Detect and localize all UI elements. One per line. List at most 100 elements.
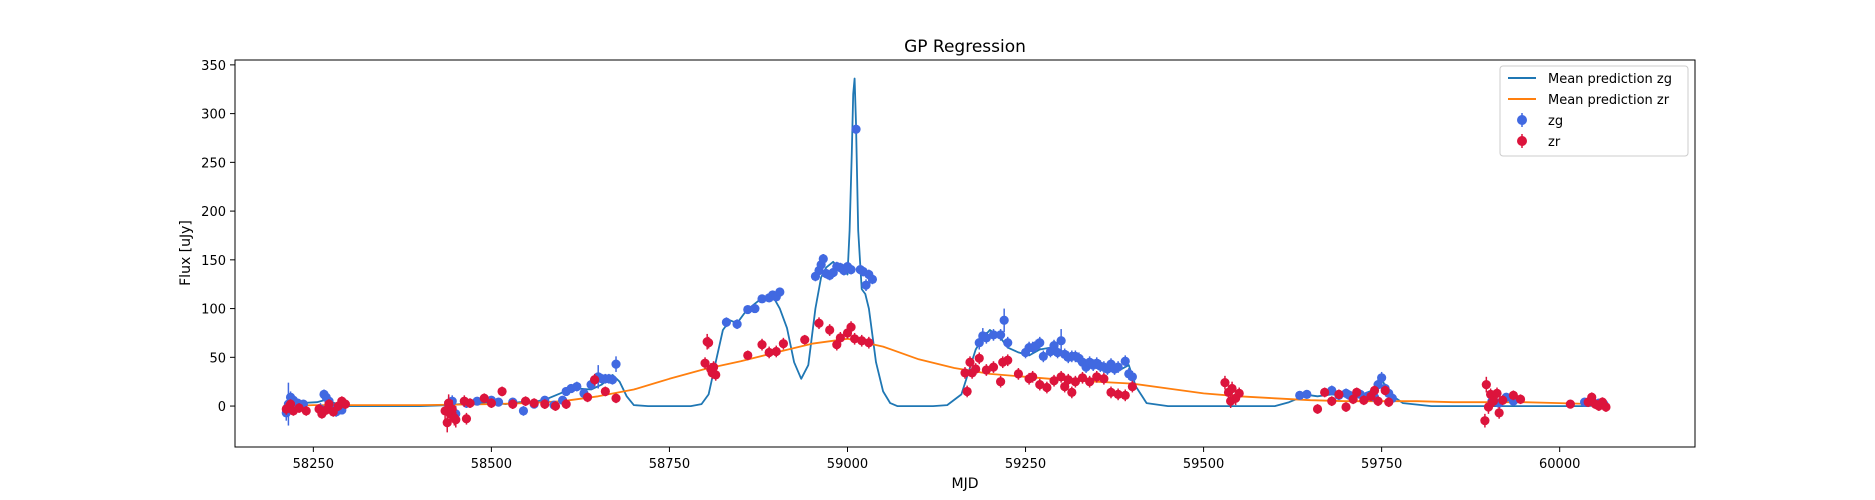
zr-data-point — [850, 334, 860, 344]
zr-data-point — [1334, 389, 1344, 399]
zr-data-point — [981, 365, 991, 375]
zg-data-point — [999, 315, 1009, 325]
zr-data-point — [1480, 416, 1490, 426]
zg-data-point — [974, 338, 984, 348]
x-tick-label: 59750 — [1361, 457, 1402, 472]
zr-data-point — [550, 401, 561, 411]
zr-data-point — [1369, 385, 1380, 396]
zr-data-point — [1220, 378, 1230, 388]
zr-data-point — [294, 403, 304, 413]
zr-data-point — [1601, 402, 1611, 412]
zr-data-point — [857, 336, 867, 346]
zr-data-point — [461, 414, 472, 424]
zr-data-point — [582, 392, 593, 402]
zr-data-point — [800, 335, 810, 345]
zr-data-point — [465, 398, 475, 408]
zr-data-point — [1035, 380, 1045, 390]
zr-data-point — [1359, 395, 1369, 405]
zr-data-point — [1327, 396, 1337, 406]
zr-data-point — [825, 325, 835, 335]
x-tick-label: 58500 — [471, 457, 512, 472]
zr-data-point — [965, 357, 975, 367]
zr-data-point — [835, 333, 845, 343]
zr-data-point — [1003, 355, 1013, 365]
zg-data-point — [981, 333, 991, 343]
zg-data-point — [988, 330, 999, 340]
zg-data-point — [1295, 390, 1305, 400]
zr-data-point — [764, 347, 774, 358]
zg-data-point — [846, 264, 856, 275]
zg-data-point — [721, 317, 732, 327]
zr-data-point — [1113, 389, 1123, 399]
zr-data-point — [1587, 392, 1597, 402]
zr-data-point — [1508, 390, 1518, 400]
zr-data-point — [1049, 376, 1059, 386]
zg-data-point — [1056, 336, 1066, 346]
plot-marks — [281, 77, 1611, 433]
x-tick-label: 59000 — [827, 457, 868, 472]
zg-data-point — [1327, 385, 1337, 396]
zr-data-point — [832, 340, 842, 350]
zr-data-point — [1348, 394, 1358, 404]
zr-data-point — [1106, 387, 1116, 398]
zr-data-point — [1234, 388, 1244, 398]
y-tick-label: 150 — [201, 254, 226, 269]
zr-data-point — [704, 338, 714, 348]
zr-data-point — [1515, 394, 1526, 404]
zr-data-point — [1492, 388, 1502, 398]
zg-data-point — [1035, 338, 1045, 348]
zr-data-point — [1028, 372, 1038, 382]
zr-data-point — [1341, 402, 1351, 412]
zr-data-point — [1494, 408, 1504, 418]
zr-data-point — [1498, 395, 1508, 405]
zr-data-point — [520, 396, 531, 406]
legend: Mean prediction zg Mean prediction zr zg… — [1499, 65, 1689, 157]
legend-label-zr-line: Mean prediction zr — [1548, 93, 1670, 108]
y-tick-label: 0 — [218, 400, 226, 415]
x-tick-label: 59250 — [1005, 457, 1046, 472]
zr-data-point — [600, 386, 610, 397]
legend-label-zr-points: zr — [1548, 135, 1561, 150]
zr-data-point — [711, 370, 721, 380]
zr-data-point — [590, 375, 600, 385]
zr-data-point — [1320, 387, 1330, 398]
zg-data-point — [861, 280, 871, 290]
zr-data-point — [1481, 380, 1491, 390]
zr-data-point — [757, 340, 767, 350]
zr-data-point — [1380, 385, 1390, 396]
zg-data-point — [607, 375, 618, 385]
zg-data-point — [1052, 347, 1063, 358]
zr-data-point — [1565, 399, 1575, 409]
series-zr-points — [281, 317, 1611, 433]
zr-data-point — [971, 364, 981, 374]
zg-data-point — [572, 381, 582, 392]
zr-data-point — [960, 368, 970, 378]
zr-data-point — [1227, 383, 1237, 394]
zr-data-point — [708, 362, 719, 372]
zr-data-point — [1352, 387, 1362, 398]
legend-marker-zg — [1517, 115, 1527, 125]
zr-data-point — [1077, 373, 1088, 383]
zr-data-point — [324, 399, 334, 409]
zr-data-point — [1056, 372, 1066, 382]
zr-data-point — [451, 415, 461, 425]
zr-data-point — [974, 353, 984, 363]
zg-data-point — [867, 274, 878, 284]
zg-data-point — [743, 304, 753, 315]
zr-data-point — [1120, 390, 1130, 400]
zg-data-point — [851, 124, 861, 134]
zr-data-point — [486, 398, 496, 408]
zr-data-point — [1070, 377, 1080, 387]
zg-data-point — [1003, 338, 1013, 348]
x-tick-label: 58750 — [649, 457, 690, 472]
zr-data-point — [1067, 387, 1077, 398]
zr-data-point — [508, 399, 518, 409]
zr-data-point — [611, 393, 621, 403]
zg-data-point — [1049, 341, 1059, 351]
zg-data-point — [1038, 351, 1048, 361]
y-tick-label: 350 — [201, 59, 226, 74]
zr-data-point — [1373, 396, 1383, 406]
x-tick-label: 59500 — [1183, 457, 1224, 472]
zg-data-point — [732, 319, 742, 329]
